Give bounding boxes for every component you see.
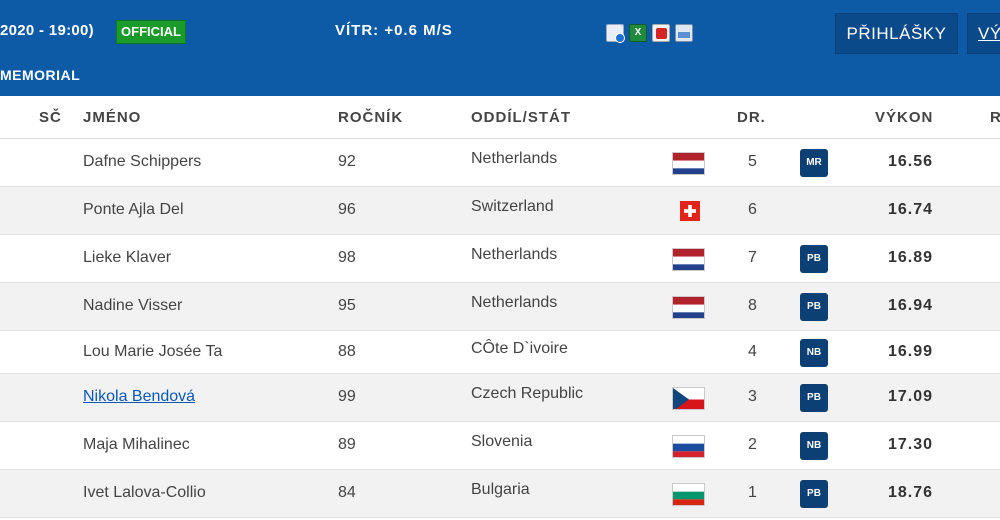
column-header-extra[interactable]: R	[990, 109, 1000, 126]
record-badge: MR	[800, 149, 828, 177]
pdf-icon[interactable]	[652, 24, 670, 42]
record-badge: NB	[800, 339, 828, 367]
athlete-name: Dafne Schippers	[83, 153, 202, 170]
table-row: Nadine Visser 95 Netherlands 8 PB 16.94	[0, 283, 1000, 331]
athlete-name: Maja Mihalinec	[83, 436, 190, 453]
birth-year: 89	[338, 436, 356, 453]
club-country: Switzerland	[471, 198, 554, 215]
birth-year: 92	[338, 153, 356, 170]
record-badge: PB	[800, 245, 828, 273]
column-header-lane[interactable]: DR.	[737, 109, 766, 126]
slovenia-flag-icon	[672, 435, 705, 458]
athlete-name: Nadine Visser	[83, 297, 183, 314]
athlete-name-link[interactable]: Nikola Bendová	[83, 388, 196, 405]
birth-year: 99	[338, 388, 356, 405]
birth-year: 88	[338, 343, 356, 360]
result-time: 18.76	[888, 484, 934, 501]
event-name: MEMORIAL	[0, 67, 81, 83]
club-country: Slovenia	[471, 433, 533, 450]
record-badge: NB	[800, 432, 828, 460]
export-icons: X	[606, 24, 693, 43]
lane-number: 3	[748, 388, 757, 405]
lane-number: 7	[748, 249, 757, 266]
record-badge: PB	[800, 480, 828, 508]
table-row: Nikola Bendová 99 Czech Republic 3 PB 17.09	[0, 374, 1000, 422]
excel-icon[interactable]: X	[629, 24, 647, 42]
birth-year: 98	[338, 249, 356, 266]
registrations-button[interactable]: PŘIHLÁŠKY	[835, 13, 958, 54]
lane-number: 5	[748, 153, 757, 170]
record-badge: PB	[800, 384, 828, 412]
czech-flag-icon	[672, 387, 705, 410]
result-time: 16.94	[888, 297, 934, 314]
table-row: Ivet Lalova-Collio 84 Bulgaria 1 PB 18.76	[0, 470, 1000, 518]
results-button[interactable]: VÝ	[967, 13, 1000, 54]
result-time: 17.09	[888, 388, 934, 405]
result-time: 16.74	[888, 201, 934, 218]
club-country: Bulgaria	[471, 481, 530, 498]
result-time: 16.99	[888, 343, 934, 360]
lane-number: 2	[748, 436, 757, 453]
result-time: 17.30	[888, 436, 934, 453]
netherlands-flag-icon	[672, 248, 705, 271]
image-icon[interactable]	[675, 24, 693, 42]
column-header-year[interactable]: ROČNÍK	[338, 109, 404, 126]
table-row: Lieke Klaver 98 Netherlands 7 PB 16.89	[0, 235, 1000, 283]
column-header-name[interactable]: JMÉNO	[83, 109, 142, 126]
birth-year: 95	[338, 297, 356, 314]
wind-reading: VÍTR: +0.6 M/S	[335, 22, 453, 39]
document-info-icon[interactable]	[606, 24, 625, 43]
lane-number: 8	[748, 297, 757, 314]
birth-year: 84	[338, 484, 356, 501]
results-table-body: Dafne Schippers 92 Netherlands 5 MR 16.56 Pont…	[0, 139, 1000, 518]
lane-number: 1	[748, 484, 757, 501]
column-header-result[interactable]: VÝKON	[875, 109, 934, 126]
table-row: Lou Marie Josée Ta 88 CÔte D`ivoire 4 NB 16.9…	[0, 331, 1000, 374]
club-country: Czech Republic	[471, 385, 584, 402]
athlete-name: Lieke Klaver	[83, 249, 172, 266]
netherlands-flag-icon	[672, 296, 705, 319]
birth-year: 96	[338, 201, 356, 218]
lane-number: 6	[748, 201, 757, 218]
bulgaria-flag-icon	[672, 483, 705, 506]
table-row: Maja Mihalinec 89 Slovenia 2 NB 17.30	[0, 422, 1000, 470]
table-row: Ponte Ajla Del 96 Switzerland 6 16.74	[0, 187, 1000, 235]
record-badge: PB	[800, 293, 828, 321]
competition-header: 2020 - 19:00) OFFICIAL VÍTR: +0.6 M/S X …	[0, 0, 1000, 96]
official-status-badge: OFFICIAL	[116, 20, 186, 44]
table-row: Dafne Schippers 92 Netherlands 5 MR 16.56	[0, 139, 1000, 187]
club-country: Netherlands	[471, 294, 558, 311]
athlete-name: Ponte Ajla Del	[83, 201, 184, 218]
heat-date-time: 2020 - 19:00)	[0, 22, 94, 39]
table-header: SČ JMÉNO ROČNÍK ODDÍL/STÁT DR. VÝKON R	[0, 96, 1000, 139]
column-header-club[interactable]: ODDÍL/STÁT	[471, 109, 571, 126]
lane-number: 4	[748, 343, 757, 360]
athlete-name: Lou Marie Josée Ta	[83, 343, 223, 360]
switzerland-flag-icon	[680, 201, 700, 221]
result-time: 16.56	[888, 153, 934, 170]
column-header-sc[interactable]: SČ	[39, 109, 62, 126]
result-time: 16.89	[888, 249, 934, 266]
club-country: Netherlands	[471, 150, 558, 167]
club-country: Netherlands	[471, 246, 558, 263]
athlete-name: Ivet Lalova-Collio	[83, 484, 206, 501]
club-country: CÔte D`ivoire	[471, 340, 568, 357]
netherlands-flag-icon	[672, 152, 705, 175]
